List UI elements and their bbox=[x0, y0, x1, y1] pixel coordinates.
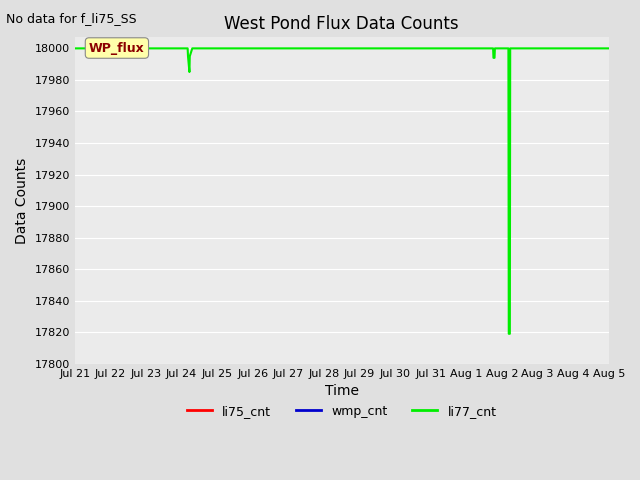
Legend: li75_cnt, wmp_cnt, li77_cnt: li75_cnt, wmp_cnt, li77_cnt bbox=[182, 400, 501, 423]
Text: No data for f_li75_SS: No data for f_li75_SS bbox=[6, 12, 137, 25]
X-axis label: Time: Time bbox=[325, 384, 359, 398]
Text: WP_flux: WP_flux bbox=[89, 42, 145, 55]
Y-axis label: Data Counts: Data Counts bbox=[15, 157, 29, 244]
Title: West Pond Flux Data Counts: West Pond Flux Data Counts bbox=[225, 15, 459, 33]
